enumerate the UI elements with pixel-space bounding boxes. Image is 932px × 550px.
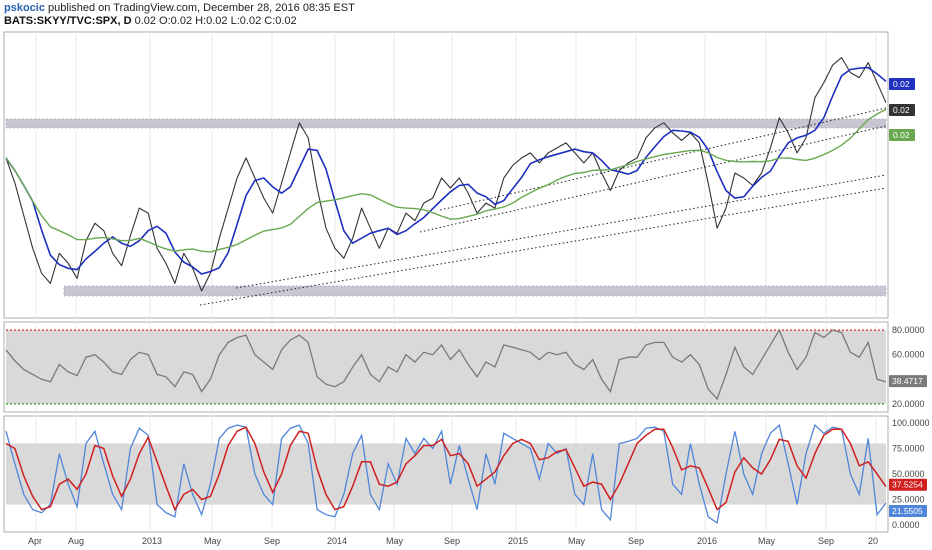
fast-moving-average[interactable] [5, 66, 887, 275]
x-axis-label: May [204, 536, 222, 546]
price-tag-last-bg [889, 104, 915, 116]
panel-frame [3, 31, 889, 319]
price-tag-fast-ma: 0.02 [893, 79, 910, 89]
price-tag-last: 0.02 [893, 105, 910, 115]
stoch-d-line[interactable] [5, 426, 887, 512]
stoch-tick-label: 100.0000 [892, 418, 930, 428]
x-axis-label: 2016 [697, 536, 717, 546]
x-axis-label: Aug [68, 536, 84, 546]
x-axis-label: Sep [628, 536, 644, 546]
rsi-tick-label: 80.0000 [892, 325, 925, 335]
stoch-tick-label: 25.0000 [892, 494, 925, 504]
chart-header: pskocic published on TradingView.com, De… [4, 2, 924, 30]
x-axis-label: 2015 [508, 536, 528, 546]
price-tag-fast-ma-bg [889, 78, 915, 90]
stoch-d-last-tag: 37.5254 [892, 480, 923, 490]
rsi-band [6, 330, 886, 404]
rsi-tick-label: 20.0000 [892, 399, 925, 409]
price-line[interactable] [5, 57, 887, 292]
x-axis-label: 2014 [327, 536, 347, 546]
ohlc-values: 0.02 O:0.02 H:0.02 L:0.02 C:0.02 [134, 15, 297, 27]
rsi-tick-label: 60.0000 [892, 350, 925, 360]
symbol-label[interactable]: BATS:SKYY/TVC:SPX, D [4, 15, 132, 27]
stoch-tick-label: 75.0000 [892, 444, 925, 454]
x-axis-label: May [386, 536, 404, 546]
x-axis-label: May [568, 536, 586, 546]
slow-moving-average[interactable] [5, 108, 887, 253]
x-axis-label: May [758, 536, 776, 546]
price-tag-slow-ma-bg [889, 129, 915, 141]
price-panel [5, 57, 887, 306]
axis-labels: 0.02 0.02 0.02 80.0000 60.0000 20.0000 38.4717… [28, 78, 930, 546]
stoch-tick-label: 50.0000 [892, 469, 925, 479]
x-axis-label: 2013 [142, 536, 162, 546]
x-axis-label: 20 [868, 536, 878, 546]
x-axis-label: Sep [818, 536, 834, 546]
stoch-tick-label: 0.0000 [892, 520, 920, 530]
author-link[interactable]: pskocic [4, 2, 45, 14]
x-axis-label: Sep [264, 536, 280, 546]
published-text: published on TradingView.com, December 2… [48, 2, 355, 14]
support-band[interactable] [63, 285, 887, 297]
resistance-band[interactable] [5, 118, 887, 129]
rsi-last-tag-bg [889, 375, 927, 388]
rsi-panel [5, 328, 887, 405]
price-tag-slow-ma: 0.02 [893, 130, 910, 140]
stoch-k-last-tag-bg [889, 504, 927, 517]
stoch-band [6, 443, 886, 505]
stoch-k-last-tag: 21.5505 [892, 506, 923, 516]
stochastic-panel [5, 423, 887, 525]
x-axis-label: Apr [28, 536, 42, 546]
rsi-line[interactable] [5, 328, 887, 401]
rsi-last-tag: 38.4717 [892, 376, 923, 386]
trend-line[interactable] [439, 107, 887, 211]
stoch-d-last-tag-bg [889, 478, 927, 491]
stoch-k-line[interactable] [5, 423, 887, 525]
x-axis-label: Sep [444, 536, 460, 546]
